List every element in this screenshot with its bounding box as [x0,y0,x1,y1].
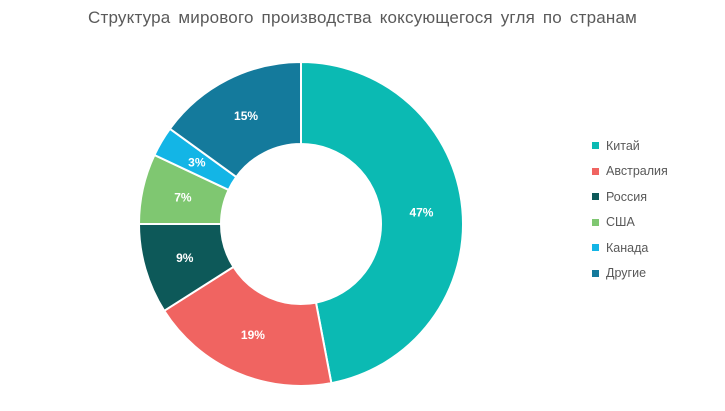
donut-slice [300,60,464,385]
legend-swatch [592,218,599,226]
legend-label: США [606,215,635,230]
legend-swatch [592,193,599,201]
legend-item: Китай [592,133,668,159]
slice-value-label: 19% [241,328,265,342]
donut-slice [168,60,302,179]
legend-swatch [592,244,599,252]
slice-value-label: 47% [409,206,433,220]
legend-swatch [592,142,599,150]
legend-item: Канада [592,235,668,261]
donut-slice-labels: 47% 19% 9% 7% 3% 15% [174,109,434,342]
chart-legend: Китай Австралия Россия США Канада Другие [592,133,668,286]
legend-item: Россия [592,184,668,210]
slice-value-label: 9% [176,251,194,265]
donut-slice [162,265,333,387]
legend-label: Австралия [606,164,668,179]
legend-label: Россия [606,189,647,204]
slice-value-label: 15% [234,109,258,123]
legend-item: Австралия [592,159,668,185]
chart-title: Структура мирового производства коксующе… [87,8,638,27]
donut-slices [137,60,464,387]
legend-item: Другие [592,261,668,287]
legend-label: Канада [606,240,649,255]
legend-label: Другие [606,266,647,281]
legend-item: США [592,210,668,236]
slice-value-label: 3% [188,155,206,169]
legend-label: Китай [606,138,640,153]
legend-swatch [592,167,599,175]
slice-value-label: 7% [174,191,192,205]
legend-swatch [592,269,599,277]
